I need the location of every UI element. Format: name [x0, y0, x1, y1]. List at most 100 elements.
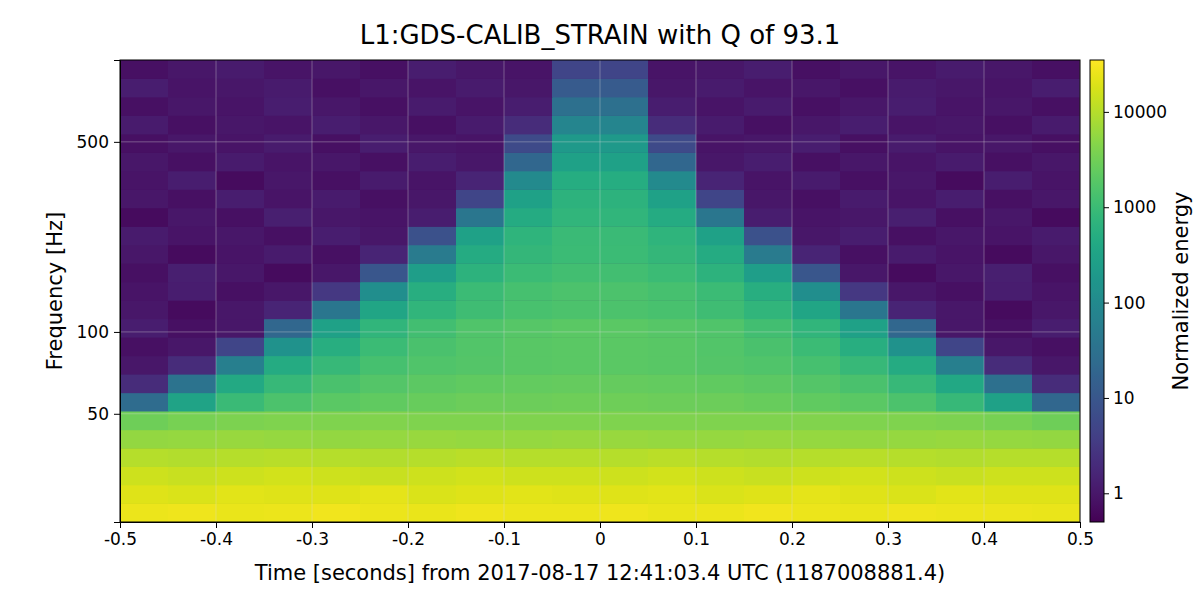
cell: [936, 466, 985, 485]
tick: 100: [77, 322, 120, 342]
cell: [360, 319, 409, 338]
cell: [984, 503, 1033, 522]
cell: [552, 263, 601, 282]
cell: [216, 319, 265, 338]
cell: [984, 115, 1033, 134]
cell: [648, 134, 697, 153]
grid-line: [792, 60, 793, 522]
cell: [312, 282, 361, 301]
cell: [120, 171, 169, 190]
cell: [312, 78, 361, 97]
tick-mark: [114, 414, 120, 415]
cell: [168, 60, 217, 79]
cell: [696, 245, 745, 264]
cell: [456, 60, 505, 79]
cell: [456, 134, 505, 153]
cell: [648, 226, 697, 245]
cell: [504, 319, 553, 338]
tick: -0.5: [104, 522, 137, 549]
cell: [168, 485, 217, 504]
cell: [648, 152, 697, 171]
cell: [120, 263, 169, 282]
tick-label: -0.2: [392, 529, 425, 549]
cell: [984, 356, 1033, 375]
cell: [504, 503, 553, 522]
cell: [168, 152, 217, 171]
cell: [360, 245, 409, 264]
tick-label: 500: [77, 132, 109, 152]
chart-root: -0.5-0.4-0.3-0.2-0.100.10.20.30.40.55010…: [0, 0, 1200, 600]
cell: [456, 78, 505, 97]
cell: [1032, 263, 1080, 282]
cell: [936, 393, 985, 412]
cell: [552, 485, 601, 504]
cell: [264, 356, 313, 375]
tick: 100: [1104, 293, 1145, 313]
cell: [984, 282, 1033, 301]
y-axis-title: Frequency [Hz]: [43, 212, 67, 370]
cell: [888, 226, 937, 245]
cell: [456, 152, 505, 171]
cell: [408, 300, 457, 319]
cell: [936, 134, 985, 153]
cell: [312, 171, 361, 190]
cell: [600, 226, 649, 245]
cell: [936, 300, 985, 319]
cell: [984, 374, 1033, 393]
cell: [744, 393, 793, 412]
cell: [888, 115, 937, 134]
cell: [984, 171, 1033, 190]
cell: [504, 226, 553, 245]
cell: [744, 282, 793, 301]
cell: [168, 171, 217, 190]
tick: 0.2: [779, 522, 806, 549]
axis: 110100100010000: [1104, 61, 1167, 523]
cell: [744, 466, 793, 485]
cell: [216, 337, 265, 356]
cell: [744, 503, 793, 522]
cell: [936, 78, 985, 97]
cell: [120, 300, 169, 319]
cell: [552, 134, 601, 153]
cell: [984, 263, 1033, 282]
heatmap: [120, 60, 1080, 522]
cell: [888, 393, 937, 412]
tick-label: 10: [1113, 388, 1135, 408]
cell: [840, 356, 889, 375]
cell: [984, 189, 1033, 208]
cell: [360, 152, 409, 171]
cell: [264, 393, 313, 412]
cell: [696, 393, 745, 412]
cell: [456, 393, 505, 412]
cell: [216, 430, 265, 449]
cell: [792, 134, 841, 153]
cell: [744, 374, 793, 393]
cell: [600, 503, 649, 522]
axis-line: [1105, 61, 1110, 523]
cell: [1032, 282, 1080, 301]
cell: [840, 78, 889, 97]
cell: [840, 263, 889, 282]
cell: [552, 189, 601, 208]
cell: [408, 337, 457, 356]
cell: [264, 245, 313, 264]
cell: [984, 393, 1033, 412]
cell: [504, 300, 553, 319]
cell: [696, 152, 745, 171]
cell: [840, 374, 889, 393]
cell: [216, 374, 265, 393]
cell: [408, 263, 457, 282]
cell: [312, 300, 361, 319]
cell: [120, 189, 169, 208]
cell: [120, 226, 169, 245]
cell: [600, 393, 649, 412]
cell: [792, 115, 841, 134]
cell: [840, 208, 889, 227]
cell: [1032, 319, 1080, 338]
cell: [744, 115, 793, 134]
grid-line: [120, 413, 1080, 414]
cell: [456, 263, 505, 282]
cell: [744, 430, 793, 449]
cell: [648, 393, 697, 412]
cell: [552, 97, 601, 116]
